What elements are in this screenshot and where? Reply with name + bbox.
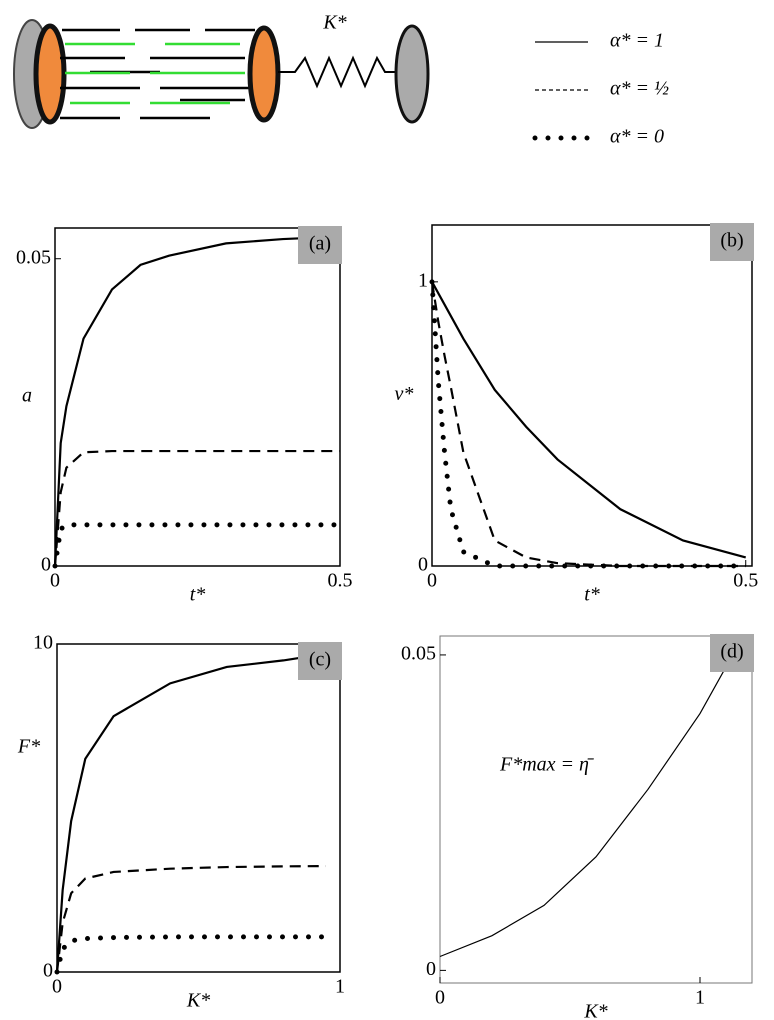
- y-tick-label: 10: [33, 632, 53, 654]
- panel-label: (d): [720, 641, 743, 663]
- cell-end: [247, 25, 281, 123]
- plot-frame: [439, 635, 753, 984]
- series-line: [54, 934, 329, 975]
- series-line: [53, 235, 341, 567]
- x-tick-label: 0: [50, 570, 60, 592]
- spring: [278, 55, 410, 89]
- y-axis-label: a: [22, 385, 32, 407]
- cell-end: [33, 23, 67, 125]
- y-axis-label: F*: [17, 736, 40, 758]
- panel-label-box: [710, 223, 754, 261]
- y-tick-label: 0: [426, 958, 436, 980]
- panel-label: (c): [309, 649, 331, 671]
- plot-frame: [56, 643, 341, 973]
- x-tick-label: 1: [335, 976, 345, 998]
- plot-frame: [431, 224, 753, 567]
- panel-label: (b): [720, 230, 743, 252]
- series-line: [431, 281, 747, 559]
- series-line: [430, 281, 746, 568]
- panel-label-box: [298, 226, 342, 264]
- x-tick-label: 0: [435, 987, 445, 1009]
- spring-label: K*: [322, 12, 346, 34]
- series-line: [55, 864, 326, 973]
- y-tick-label: 1: [418, 269, 428, 291]
- x-tick-label: 0: [52, 976, 62, 998]
- x-axis-label: K*: [186, 990, 210, 1012]
- panel-label-box: [710, 634, 754, 672]
- x-axis-label: t*: [190, 584, 206, 606]
- series-line: [52, 522, 343, 569]
- x-tick-label: 0.5: [733, 570, 758, 592]
- y-tick-label: 0: [418, 554, 428, 576]
- end-plate: [394, 24, 430, 124]
- x-tick-label: 1: [695, 987, 705, 1009]
- legend-label: α* = ½: [610, 78, 669, 100]
- series-line: [55, 652, 327, 973]
- series-line: [53, 449, 340, 567]
- series-line: [439, 643, 740, 958]
- panel-label: (a): [309, 233, 331, 255]
- y-tick-label: 0.05: [16, 246, 51, 268]
- x-tick-label: 0: [427, 570, 437, 592]
- y-tick-label: 0: [41, 554, 51, 576]
- x-tick-label: 0.5: [328, 570, 353, 592]
- y-axis-label: v*: [395, 383, 414, 405]
- x-axis-label: K*: [583, 1001, 607, 1020]
- panel-label-box: [298, 642, 342, 680]
- x-axis-label: t*: [584, 584, 600, 606]
- plot-frame: [54, 227, 341, 567]
- filaments-green: [65, 42, 245, 105]
- y-tick-label: 0.05: [401, 643, 436, 665]
- legend-label: α* = 0: [610, 126, 664, 148]
- series-line: [429, 279, 749, 569]
- annotation: F*max = η̄: [499, 754, 594, 776]
- y-tick-label: 0: [43, 960, 53, 982]
- legend-label: α* = 1: [610, 30, 664, 52]
- schematic: K*: [13, 12, 430, 129]
